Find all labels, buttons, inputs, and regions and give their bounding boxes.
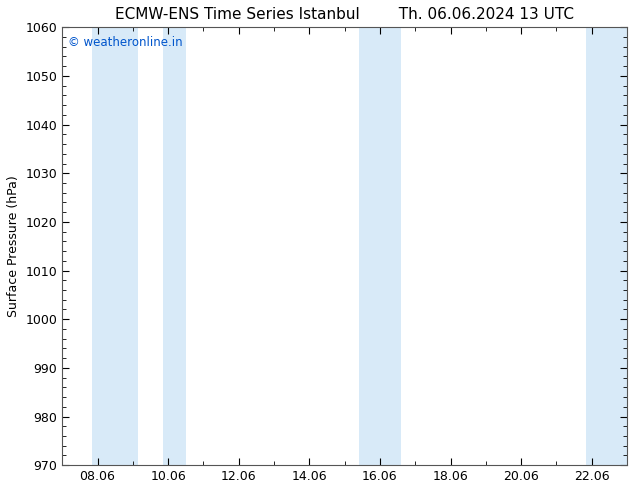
Title: ECMW-ENS Time Series Istanbul        Th. 06.06.2024 13 UTC: ECMW-ENS Time Series Istanbul Th. 06.06.… [115,7,574,22]
Bar [163,27,186,465]
Text: © weatheronline.in: © weatheronline.in [68,36,183,49]
Bar [92,27,138,465]
Y-axis label: Surface Pressure (hPa): Surface Pressure (hPa) [7,175,20,317]
Bar [359,27,401,465]
Bar [586,27,627,465]
